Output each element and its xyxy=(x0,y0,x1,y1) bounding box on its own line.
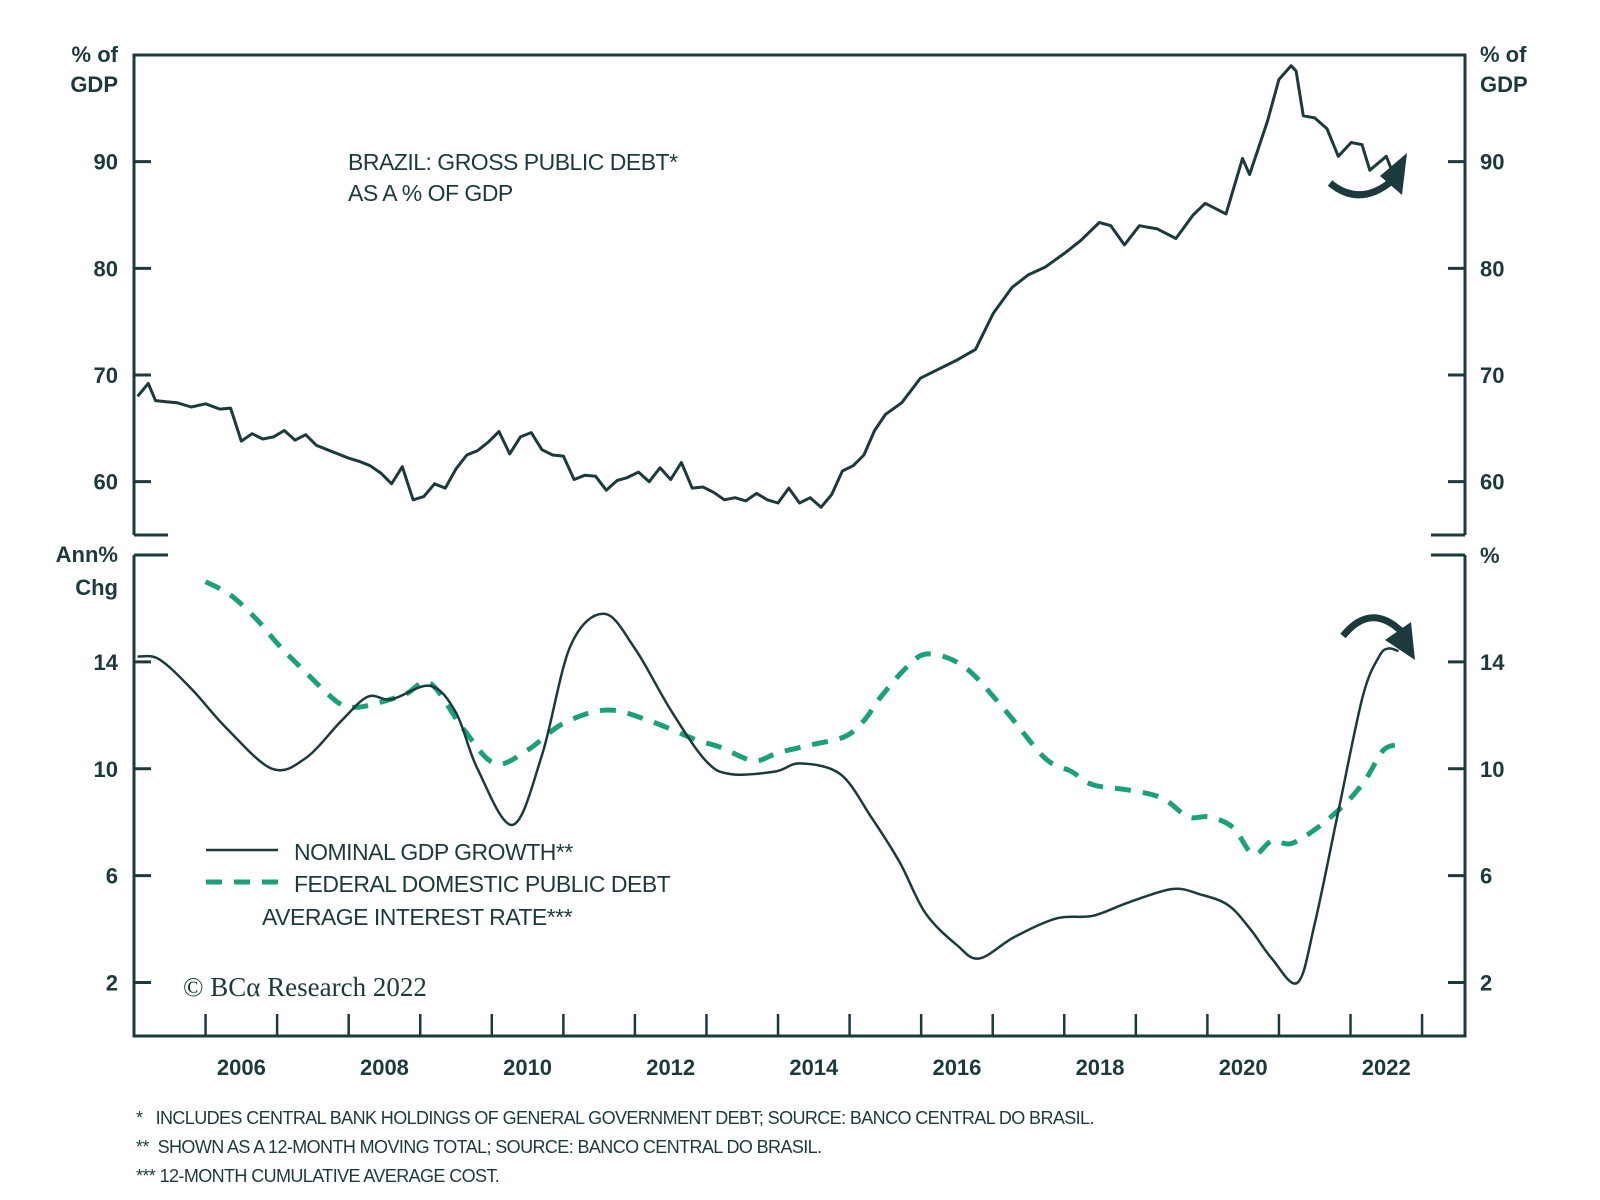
bottom-left-tick-label: 6 xyxy=(106,864,118,889)
top-right-tick-label: 80 xyxy=(1480,256,1504,281)
arrow-down-icon xyxy=(1340,614,1415,660)
x-tick-label: 2006 xyxy=(217,1055,266,1080)
gdp-growth-series-line xyxy=(137,612,1399,985)
legend-label-gdp: NOMINAL GDP GROWTH** xyxy=(294,839,573,865)
bottom-right-tick-label: 10 xyxy=(1480,757,1504,782)
copyright: © BCα Research 2022 xyxy=(183,972,427,1002)
bottom-right-tick-label: 2 xyxy=(1480,971,1492,996)
legend-label-rate-2: AVERAGE INTEREST RATE*** xyxy=(262,904,573,930)
x-tick-label: 2018 xyxy=(1076,1055,1125,1080)
bottom-ylabel-left-1: Ann% xyxy=(56,542,118,567)
top-right-tick-label: 60 xyxy=(1480,470,1504,495)
bottom-right-tick-label: 6 xyxy=(1480,864,1492,889)
x-tick-label: 2010 xyxy=(503,1055,552,1080)
x-tick-label: 2020 xyxy=(1219,1055,1268,1080)
top-ylabel-right-2: GDP xyxy=(1480,72,1528,97)
top-left-tick-label: 70 xyxy=(94,363,118,388)
top-panel-frame xyxy=(132,53,1467,535)
top-left-tick-label: 90 xyxy=(94,150,118,175)
top-right-tick-label: 90 xyxy=(1480,150,1504,175)
top-ylabel-left-2: GDP xyxy=(70,72,118,97)
footnotes: * INCLUDES CENTRAL BANK HOLDINGS OF GENE… xyxy=(136,1108,1094,1186)
top-title-line2: AS A % OF GDP xyxy=(348,180,513,206)
bottom-right-tick-label: 14 xyxy=(1480,650,1505,675)
interest-rate-series-line xyxy=(204,579,1400,857)
bottom-left-tick-label: 10 xyxy=(94,757,118,782)
bottom-ylabel-right-1: % xyxy=(1480,543,1500,568)
bottom-left-tick-label: 14 xyxy=(94,650,119,675)
top-ylabel-left-1: % of xyxy=(72,42,119,67)
top-left-tick-label: 60 xyxy=(94,470,118,495)
x-tick-label: 2008 xyxy=(360,1055,409,1080)
top-title-line1: BRAZIL: GROSS PUBLIC DEBT* xyxy=(348,149,678,175)
footnote-2: ** SHOWN AS A 12-MONTH MOVING TOTAL; SOU… xyxy=(136,1137,821,1157)
bottom-panel-frame xyxy=(132,555,1467,1038)
footnote-1: * INCLUDES CENTRAL BANK HOLDINGS OF GENE… xyxy=(136,1108,1094,1128)
top-panel: 60 60 70 70 80 80 90 90 % of GDP % of GDP BRAZI… xyxy=(70,42,1528,537)
top-right-tick-label: 70 xyxy=(1480,363,1504,388)
bottom-left-tick-label: 2 xyxy=(106,971,118,996)
x-tick-label: 2022 xyxy=(1362,1055,1411,1080)
x-tick-label: 2012 xyxy=(646,1055,695,1080)
footnote-3: *** 12-MONTH CUMULATIVE AVERAGE COST. xyxy=(136,1166,499,1186)
bottom-ylabel-left-2: Chg xyxy=(75,575,118,600)
legend: NOMINAL GDP GROWTH** FEDERAL DOMESTIC PU… xyxy=(206,839,671,930)
x-tick-label: 2014 xyxy=(789,1055,839,1080)
x-tick-label: 2016 xyxy=(932,1055,981,1080)
debt-series-line xyxy=(136,64,1395,509)
legend-label-rate-1: FEDERAL DOMESTIC PUBLIC DEBT xyxy=(294,871,671,897)
bottom-panel: 2 2 6 6 10 10 14 14 Ann% Chg % NOMINAL GDP GROW… xyxy=(56,542,1505,1038)
top-left-tick-label: 80 xyxy=(94,256,118,281)
top-ylabel-right-1: % of xyxy=(1480,42,1527,67)
arrow-up-icon xyxy=(1327,153,1407,199)
